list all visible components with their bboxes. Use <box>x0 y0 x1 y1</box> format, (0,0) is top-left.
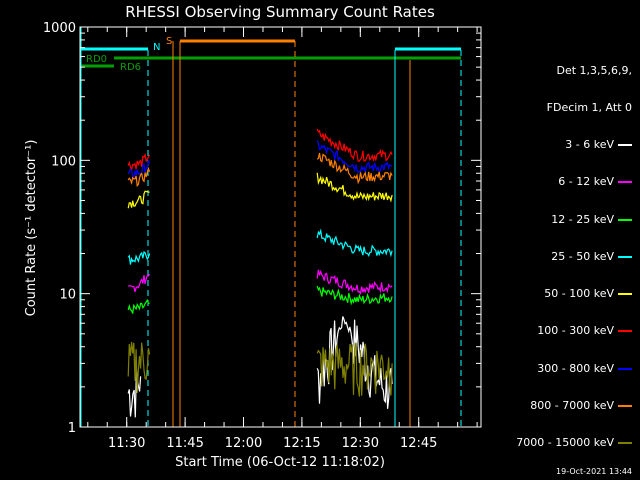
legend-entry: 7000 - 15000 keV <box>516 436 632 449</box>
x-tick-label: 11:45 <box>166 436 203 451</box>
annotation-rd6: RD6 <box>120 62 141 73</box>
series-layer <box>127 128 393 418</box>
series-line <box>127 166 151 188</box>
series-line <box>316 140 393 174</box>
series-line <box>127 152 151 172</box>
plot-frame <box>79 26 482 428</box>
x-tick-label: 12:15 <box>283 436 320 451</box>
legend-swatch <box>618 442 632 444</box>
annotation-rd0: RD0 <box>86 54 107 65</box>
legend-swatch <box>618 255 632 258</box>
legend-swatch <box>618 144 632 147</box>
legend-label: 7000 - 15000 keV <box>516 436 614 449</box>
series-line <box>127 341 151 394</box>
legend-entry: 25 - 50 keV <box>516 249 632 263</box>
axes-layer: 1 10 100 1000 11:30 11:45 12:00 12:15 12:30 12:45 <box>43 21 481 451</box>
y-tick-label: 1 <box>68 421 76 436</box>
series-line <box>127 298 150 314</box>
x-axis-label: Start Time (06-Oct-12 11:18:02) <box>175 455 385 470</box>
legend-entry: 800 - 7000 keV <box>516 398 632 412</box>
legend-label: 50 - 100 keV <box>544 287 614 301</box>
legend: Det 1,3,5,6,9, FDecim 1, Att 0 3 - 6 keV… <box>516 40 632 462</box>
legend-swatch <box>618 218 632 221</box>
legend-entry: 50 - 100 keV <box>516 287 632 301</box>
series-line <box>316 285 393 306</box>
legend-label: 12 - 25 keV <box>551 212 614 226</box>
legend-header-line-2: FDecim 1, Att 0 <box>546 101 632 115</box>
series-line <box>316 269 393 296</box>
legend-label: 6 - 12 keV <box>558 175 614 189</box>
legend-entry: 6 - 12 keV <box>516 176 632 188</box>
x-tick-label: 12:45 <box>400 436 437 451</box>
series-line <box>316 152 393 185</box>
legend-entry: 3 - 6 keV <box>516 139 632 151</box>
annotation-n: N <box>153 42 160 53</box>
series-line <box>127 190 150 209</box>
series-line <box>316 228 393 258</box>
series-line <box>128 273 151 292</box>
legend-swatch <box>618 293 632 296</box>
x-tick-label: 12:00 <box>225 436 262 451</box>
series-line <box>127 250 151 265</box>
legend-entry: 300 - 800 keV <box>516 361 632 375</box>
legend-entry: 100 - 300 keV <box>516 325 632 337</box>
series-line <box>127 159 151 178</box>
legend-label: 800 - 7000 keV <box>530 398 614 412</box>
legend-swatch <box>618 181 632 184</box>
legend-header-line-1: Det 1,3,5,6,9, <box>556 63 632 77</box>
x-tick-label: 11:30 <box>108 436 145 451</box>
series-line <box>316 172 393 203</box>
series-line <box>316 342 393 397</box>
y-tick-label: 100 <box>51 154 76 169</box>
legend-label: 3 - 6 keV <box>565 138 614 152</box>
legend-label: 300 - 800 keV <box>537 361 614 375</box>
series-line <box>127 370 142 418</box>
legend-swatch <box>618 367 632 370</box>
series-line <box>316 128 393 163</box>
legend-label: 100 - 300 keV <box>537 324 614 338</box>
generation-timestamp: 19-Oct-2021 13:44 <box>556 467 632 476</box>
y-tick-label: 1000 <box>43 21 76 36</box>
legend-entry: 12 - 25 keV <box>516 212 632 226</box>
chart-title: RHESSI Observing Summary Count Rates <box>125 3 435 21</box>
legend-swatch <box>618 404 632 407</box>
y-tick-label: 10 <box>59 288 76 303</box>
legend-label: 25 - 50 keV <box>551 249 614 263</box>
x-tick-label: 12:30 <box>342 436 379 451</box>
legend-swatch <box>618 330 632 333</box>
y-axis-label: Count Rate (s⁻¹ detector⁻¹) <box>24 140 39 317</box>
annotation-s: S <box>166 36 172 47</box>
status-overlays: RD0 RD6 NS <box>80 27 462 427</box>
